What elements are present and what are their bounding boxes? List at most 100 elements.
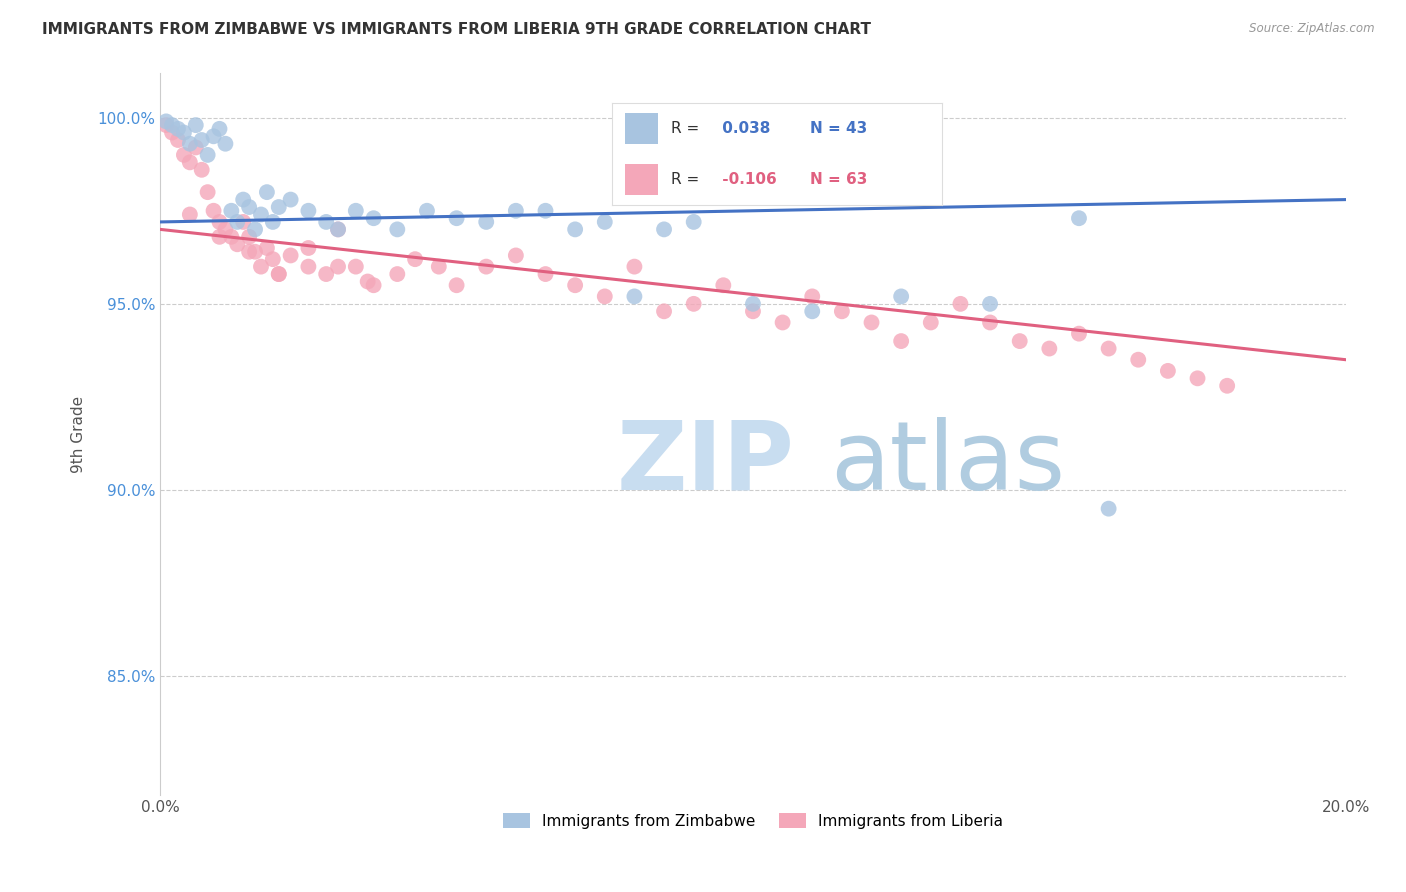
Point: [1187, 371, 1209, 385]
Point: [179, 207, 201, 221]
Text: N = 43: N = 43: [810, 120, 868, 136]
Point: [344, 203, 367, 218]
Point: [593, 215, 616, 229]
Bar: [624, 164, 658, 194]
Point: [155, 114, 177, 128]
Point: [232, 215, 254, 229]
Point: [534, 267, 557, 281]
Point: [197, 148, 219, 162]
Point: [1128, 352, 1150, 367]
Point: [297, 260, 319, 274]
Point: [267, 267, 290, 281]
Point: [208, 215, 231, 229]
Point: [344, 260, 367, 274]
Point: [238, 230, 260, 244]
Point: [1216, 378, 1239, 392]
Point: [652, 304, 675, 318]
Point: [446, 278, 468, 293]
Point: [190, 133, 212, 147]
Point: [214, 222, 236, 236]
Point: [202, 129, 225, 144]
Point: [682, 297, 704, 311]
Point: [475, 215, 498, 229]
Point: [363, 278, 385, 293]
Point: [297, 241, 319, 255]
Point: [243, 244, 266, 259]
Point: [1097, 501, 1119, 516]
Point: [184, 118, 207, 132]
Point: [232, 193, 254, 207]
Point: [801, 289, 824, 303]
Point: [184, 140, 207, 154]
Point: [711, 278, 734, 293]
Point: [742, 304, 765, 318]
Point: [652, 222, 675, 236]
Point: [979, 297, 1001, 311]
Legend: Immigrants from Zimbabwe, Immigrants from Liberia: Immigrants from Zimbabwe, Immigrants fro…: [496, 806, 1010, 835]
Point: [623, 260, 645, 274]
Point: [564, 222, 586, 236]
Point: [280, 193, 302, 207]
Point: [404, 252, 426, 267]
Point: [221, 230, 243, 244]
Point: [593, 289, 616, 303]
Bar: [624, 112, 658, 144]
Point: [363, 211, 385, 226]
Point: [167, 121, 190, 136]
Point: [256, 241, 278, 255]
Point: [505, 203, 527, 218]
Point: [214, 136, 236, 151]
Point: [475, 260, 498, 274]
Point: [1067, 326, 1090, 341]
Text: 0.038: 0.038: [717, 120, 770, 136]
Point: [167, 133, 190, 147]
Point: [262, 215, 284, 229]
Point: [831, 304, 853, 318]
Point: [890, 334, 912, 348]
Point: [534, 203, 557, 218]
Point: [238, 200, 260, 214]
Point: [160, 126, 183, 140]
Point: [202, 203, 225, 218]
Point: [226, 215, 249, 229]
Point: [315, 215, 337, 229]
Point: [267, 267, 290, 281]
Point: [326, 260, 349, 274]
Point: [427, 260, 450, 274]
Text: ZIP: ZIP: [617, 417, 794, 509]
Point: [920, 316, 942, 330]
Point: [623, 289, 645, 303]
Point: [505, 248, 527, 262]
Point: [297, 203, 319, 218]
Text: IMMIGRANTS FROM ZIMBABWE VS IMMIGRANTS FROM LIBERIA 9TH GRADE CORRELATION CHART: IMMIGRANTS FROM ZIMBABWE VS IMMIGRANTS F…: [42, 22, 872, 37]
Point: [315, 267, 337, 281]
Text: R =: R =: [671, 172, 699, 187]
Point: [173, 148, 195, 162]
Point: [801, 304, 824, 318]
Point: [742, 297, 765, 311]
Text: R =: R =: [671, 120, 699, 136]
Point: [326, 222, 349, 236]
Point: [208, 230, 231, 244]
Point: [179, 136, 201, 151]
Point: [564, 278, 586, 293]
Point: [860, 316, 883, 330]
Point: [221, 203, 243, 218]
Point: [1038, 342, 1060, 356]
Point: [387, 222, 409, 236]
Point: [280, 248, 302, 262]
Point: [326, 222, 349, 236]
Point: [682, 215, 704, 229]
Point: [190, 162, 212, 177]
Point: [160, 118, 183, 132]
Point: [446, 211, 468, 226]
Point: [243, 222, 266, 236]
Point: [179, 155, 201, 169]
Point: [238, 244, 260, 259]
Point: [267, 200, 290, 214]
Point: [208, 121, 231, 136]
Point: [256, 185, 278, 199]
Point: [173, 126, 195, 140]
Text: -0.106: -0.106: [717, 172, 778, 187]
Y-axis label: 9th Grade: 9th Grade: [72, 396, 86, 473]
